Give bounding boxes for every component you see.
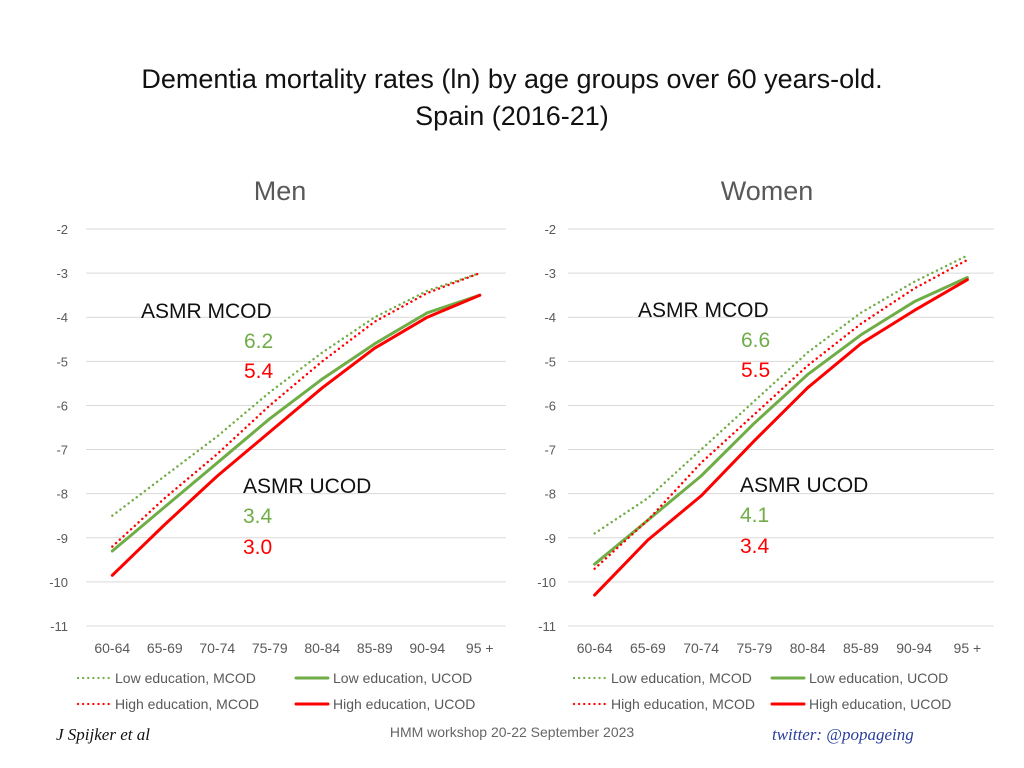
x-tick-label-men: 90-94 bbox=[409, 640, 445, 656]
x-tick-label-women: 70-74 bbox=[683, 640, 719, 656]
y-tick-label-men: -2 bbox=[56, 222, 68, 237]
annotation-ucod-label-men: ASMR UCOD bbox=[243, 475, 371, 498]
y-tick-label-men: -6 bbox=[56, 398, 68, 413]
x-tick-label-men: 80-84 bbox=[304, 640, 340, 656]
panel-title-men: Men bbox=[254, 176, 307, 206]
y-tick-label-women: -8 bbox=[544, 487, 556, 502]
x-tick-label-men: 65-69 bbox=[147, 640, 183, 656]
legend-label-women: High education, MCOD bbox=[611, 696, 755, 712]
author-credit: J Spijker et al bbox=[56, 725, 150, 744]
x-tick-label-women: 85-89 bbox=[843, 640, 879, 656]
legend-label-women: Low education, UCOD bbox=[809, 670, 948, 686]
y-tick-label-men: -11 bbox=[50, 619, 68, 634]
annotation-ucod-label-women: ASMR UCOD bbox=[740, 474, 868, 497]
y-tick-label-men: -9 bbox=[56, 531, 68, 546]
series-line-women-low-education-ucod bbox=[593, 276, 969, 566]
x-tick-label-men: 60-64 bbox=[94, 640, 130, 656]
y-tick-label-women: -10 bbox=[537, 575, 556, 590]
chart-title-line-2: Spain (2016-21) bbox=[415, 101, 609, 131]
x-tick-label-women: 65-69 bbox=[630, 640, 666, 656]
y-tick-label-men: -7 bbox=[56, 443, 68, 458]
x-tick-label-women: 60-64 bbox=[577, 640, 613, 656]
legend-label-men: High education, MCOD bbox=[115, 696, 259, 712]
y-tick-label-men: -3 bbox=[56, 266, 68, 281]
legend-label-men: Low education, UCOD bbox=[333, 670, 472, 686]
series-line-men-high-education-mcod bbox=[111, 271, 481, 548]
x-tick-label-men: 85-89 bbox=[357, 640, 393, 656]
y-tick-label-women: -4 bbox=[544, 310, 556, 325]
event-credit: HMM workshop 20-22 September 2023 bbox=[389, 724, 635, 740]
annotation-ucod-high-men: 3.0 bbox=[243, 536, 272, 559]
series-line-men-low-education-mcod bbox=[111, 271, 481, 517]
annotation-mcod-label-men: ASMR MCOD bbox=[141, 300, 272, 323]
legend-label-men: High education, UCOD bbox=[333, 696, 475, 712]
series-line-women-high-education-ucod bbox=[593, 278, 969, 597]
legend-label-women: High education, UCOD bbox=[809, 696, 951, 712]
annotation-mcod-high-women: 5.5 bbox=[741, 359, 770, 382]
series-line-men-high-education-ucod bbox=[110, 293, 482, 577]
y-tick-label-women: -9 bbox=[544, 531, 556, 546]
x-tick-label-women: 90-94 bbox=[896, 640, 932, 656]
annotation-mcod-low-women: 6.6 bbox=[741, 329, 770, 352]
annotation-ucod-low-women: 4.1 bbox=[740, 504, 769, 527]
series-line-women-low-education-mcod bbox=[593, 254, 969, 535]
annotation-mcod-low-men: 6.2 bbox=[244, 330, 273, 353]
x-tick-label-women: 75-79 bbox=[736, 640, 772, 656]
y-tick-label-women: -3 bbox=[544, 266, 556, 281]
annotation-mcod-label-women: ASMR MCOD bbox=[638, 299, 769, 322]
series-line-men-low-education-ucod bbox=[110, 293, 482, 553]
y-tick-label-men: -8 bbox=[56, 487, 68, 502]
y-tick-label-men: -5 bbox=[56, 354, 68, 369]
annotation-ucod-low-men: 3.4 bbox=[243, 505, 273, 528]
y-tick-label-women: -6 bbox=[544, 398, 556, 413]
x-tick-label-women: 80-84 bbox=[790, 640, 826, 656]
x-tick-label-men: 75-79 bbox=[252, 640, 288, 656]
x-tick-label-women: 95 + bbox=[954, 640, 982, 656]
y-tick-label-men: -4 bbox=[56, 310, 68, 325]
legend-label-men: Low education, MCOD bbox=[115, 670, 256, 686]
twitter-handle: twitter: @popageing bbox=[772, 725, 914, 744]
annotation-mcod-high-men: 5.4 bbox=[244, 360, 274, 383]
x-tick-label-men: 95 + bbox=[466, 640, 494, 656]
y-tick-label-women: -2 bbox=[544, 222, 556, 237]
panel-title-women: Women bbox=[721, 176, 814, 206]
legend-label-women: Low education, MCOD bbox=[611, 670, 752, 686]
x-tick-label-men: 70-74 bbox=[199, 640, 235, 656]
annotation-ucod-high-women: 3.4 bbox=[740, 535, 770, 558]
y-tick-label-women: -7 bbox=[544, 443, 556, 458]
y-tick-label-men: -10 bbox=[49, 575, 68, 590]
chart-title-line-1: Dementia mortality rates (ln) by age gro… bbox=[141, 64, 883, 94]
y-tick-label-women: -11 bbox=[538, 619, 556, 634]
y-tick-label-women: -5 bbox=[544, 354, 556, 369]
